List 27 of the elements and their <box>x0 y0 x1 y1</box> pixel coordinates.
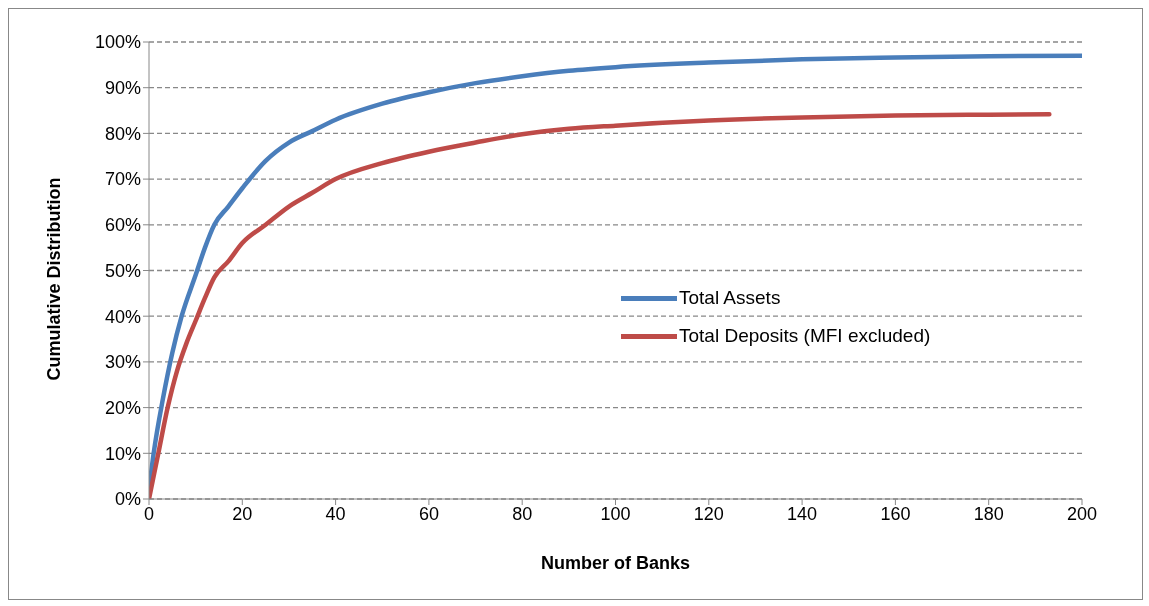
y-tick-label: 60% <box>104 215 141 236</box>
x-tick-label: 160 <box>880 503 911 524</box>
y-tick-label: 90% <box>104 78 141 99</box>
y-tick-label: 10% <box>104 443 141 464</box>
legend-label: Total Assets <box>679 287 781 309</box>
x-tick-label: 40 <box>325 503 346 524</box>
y-tick-label: 80% <box>104 123 141 144</box>
y-axis-title: Cumulative Distribution <box>44 177 65 381</box>
y-tick-label: 40% <box>104 306 141 327</box>
line-series <box>149 111 1052 499</box>
x-tick-label: 140 <box>787 503 818 524</box>
y-tick-label: 30% <box>104 352 141 373</box>
x-tick-label: 200 <box>1066 503 1098 524</box>
y-tick-label: 0% <box>114 489 141 510</box>
x-tick-label: 20 <box>232 503 253 524</box>
x-tick-label: 80 <box>512 503 533 524</box>
x-tick-label: 120 <box>693 503 724 524</box>
y-tick-label: 20% <box>104 397 141 418</box>
x-tick-label: 0 <box>143 503 155 524</box>
y-tick-label: 50% <box>104 260 141 281</box>
y-tick-label: 70% <box>104 169 141 190</box>
x-tick-label: 100 <box>600 503 631 524</box>
x-tick-label: 60 <box>418 503 439 524</box>
x-tick-label: 180 <box>973 503 1004 524</box>
legend-label: Total Deposits (MFI excluded) <box>679 325 931 347</box>
y-tick-label: 100% <box>94 32 141 53</box>
x-axis-title: Number of Banks <box>540 553 691 573</box>
